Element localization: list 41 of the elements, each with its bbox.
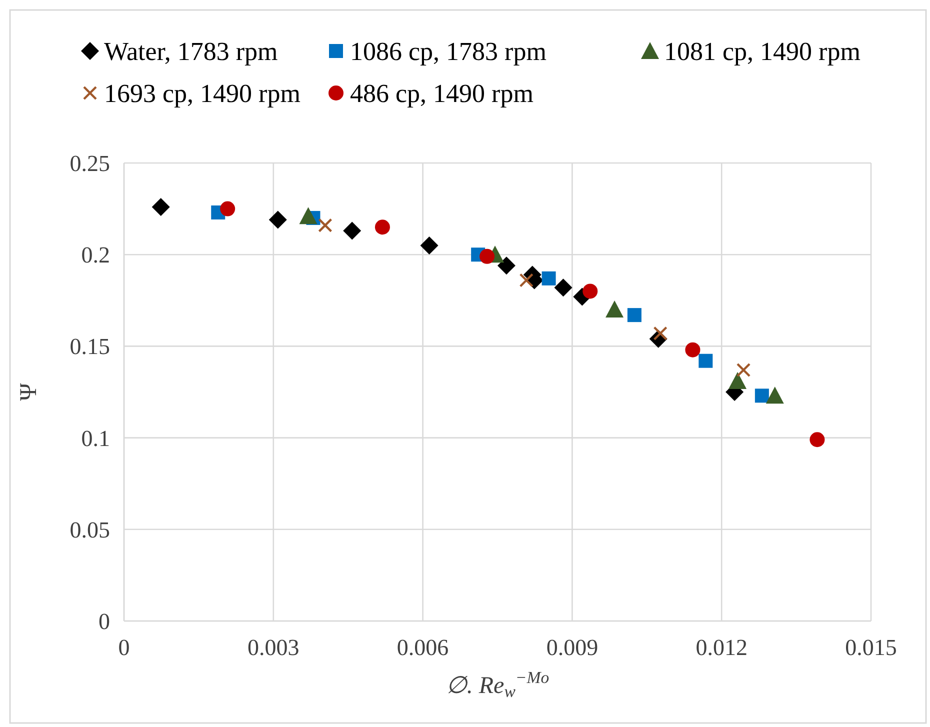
point xyxy=(627,308,642,322)
point xyxy=(152,198,170,216)
point xyxy=(736,362,751,378)
point xyxy=(343,222,362,240)
point xyxy=(420,236,438,254)
x-tick-label: 0.003 xyxy=(248,635,300,660)
point xyxy=(754,388,769,403)
point xyxy=(728,372,747,390)
point xyxy=(582,284,598,299)
point xyxy=(519,273,534,288)
x-tick-label: 0.006 xyxy=(396,635,449,660)
point xyxy=(698,354,713,368)
point xyxy=(606,300,624,318)
point xyxy=(480,248,495,264)
legend-label: 1081 cp, 1490 rpm xyxy=(664,37,860,66)
legend-label: 486 cp, 1490 rpm xyxy=(350,79,534,108)
y-tick-label: 0.05 xyxy=(70,517,110,542)
point xyxy=(374,220,390,235)
y-tick-label: 0.25 xyxy=(70,151,110,176)
y-tick-label: 0 xyxy=(98,609,110,634)
point xyxy=(220,201,236,216)
point xyxy=(766,386,784,404)
point xyxy=(542,271,556,286)
legend-label: 1086 cp, 1783 rpm xyxy=(350,37,546,66)
point xyxy=(497,256,516,275)
point xyxy=(299,207,318,224)
y-tick-label: 0.15 xyxy=(70,334,110,360)
y-axis-title: Ψ xyxy=(16,382,42,401)
x-tick-label: 0.015 xyxy=(845,635,897,660)
x-tick-label: 0 xyxy=(118,635,130,660)
y-tick-label: 0.1 xyxy=(81,426,110,451)
x-tick-label: 0.009 xyxy=(546,635,598,660)
point xyxy=(810,432,825,448)
point xyxy=(318,218,332,232)
point xyxy=(685,342,700,358)
legend-label: 1693 cp, 1490 rpm xyxy=(104,79,300,108)
point xyxy=(554,278,572,297)
point xyxy=(268,210,287,229)
x-tick-label: 0.012 xyxy=(696,635,748,660)
y-tick-label: 0.2 xyxy=(81,242,110,268)
legend-label: Water, 1783 rpm xyxy=(104,37,278,66)
